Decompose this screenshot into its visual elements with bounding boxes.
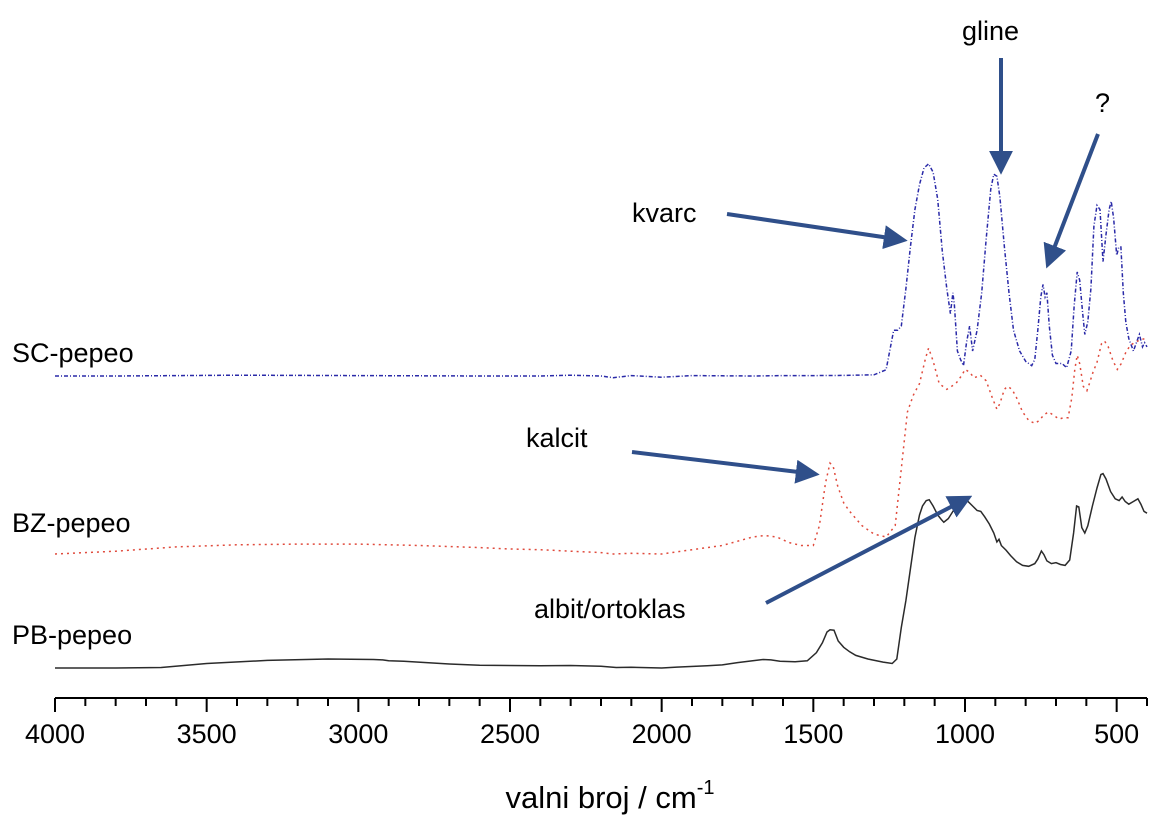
x-tick-label-4000: 4000 <box>25 719 85 749</box>
annotation-label-kalcit: kalcit <box>526 423 588 453</box>
x-tick-label-1500: 1500 <box>783 719 843 749</box>
x-tick-label-3500: 3500 <box>177 719 237 749</box>
x-axis-title: valni broj / cm-1 <box>505 777 714 815</box>
x-tick-label-2000: 2000 <box>632 719 692 749</box>
annotation-kalcit: kalcit <box>526 423 820 484</box>
annotation-arrow-albit <box>765 495 973 605</box>
annotation-label-question: ? <box>1095 88 1110 118</box>
annotation-arrow-kvarc <box>726 212 908 250</box>
series-layer <box>54 162 1148 669</box>
series-label-pb: PB-pepeo <box>12 620 132 650</box>
x-axis-ticks: 4000 3500 3000 2500 2000 1500 1000 500 <box>25 698 1148 749</box>
annotation-label-kvarc: kvarc <box>632 198 697 228</box>
annotation-arrow-question <box>1043 133 1100 269</box>
annotation-kvarc: kvarc <box>632 198 908 250</box>
series-line-pb <box>55 472 1148 669</box>
annotation-question: ? <box>1043 88 1110 269</box>
annotation-arrow-kalcit <box>631 450 820 484</box>
annotation-label-albit: albit/ortoklas <box>534 594 686 624</box>
x-tick-label-2500: 2500 <box>480 719 540 749</box>
x-tick-label-500: 500 <box>1094 719 1139 749</box>
x-axis-title-sup: -1 <box>697 777 715 799</box>
annotation-albit: albit/ortoklas <box>534 495 973 624</box>
x-tick-label-1000: 1000 <box>935 719 995 749</box>
annotation-gline: gline <box>962 16 1019 175</box>
series-line-sc <box>55 162 1148 379</box>
x-tick-label-3000: 3000 <box>328 719 388 749</box>
annotation-label-gline: gline <box>962 16 1019 46</box>
series-label-bz: BZ-pepeo <box>12 508 131 538</box>
series-label-sc: SC-pepeo <box>12 338 134 368</box>
series-line-bz <box>54 337 1148 555</box>
x-axis-title-text: valni broj / cm <box>505 780 696 815</box>
